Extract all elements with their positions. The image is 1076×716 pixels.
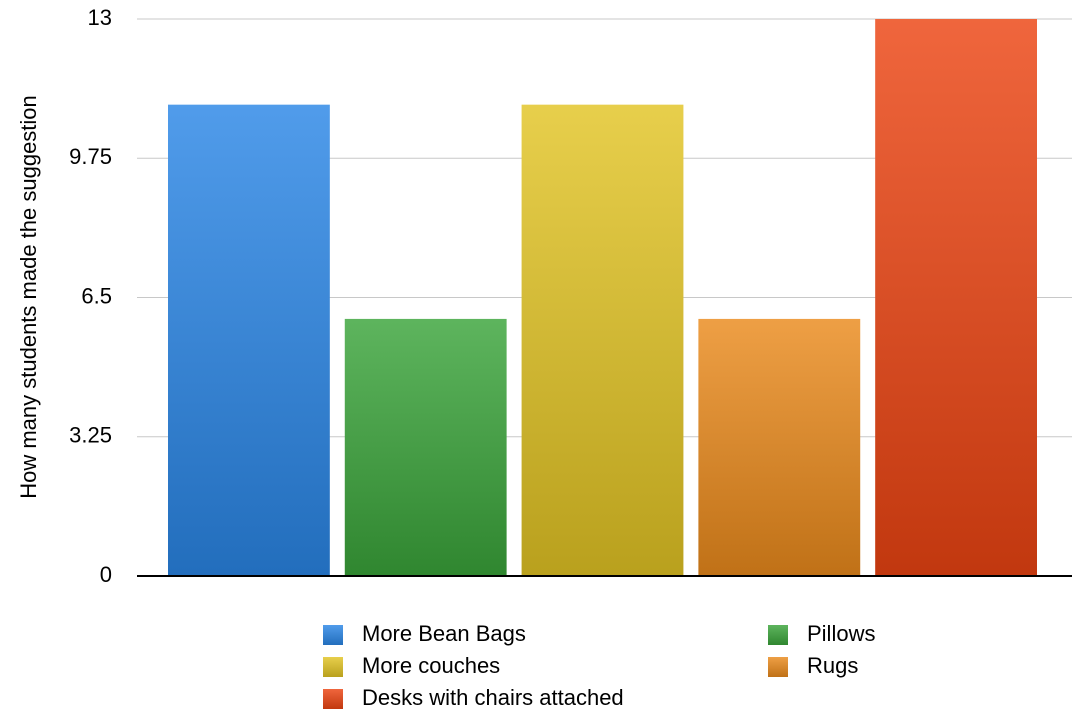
bar-shade bbox=[168, 104, 330, 576]
y-tick-label: 6.5 bbox=[81, 283, 112, 308]
legend-swatch-shade bbox=[323, 657, 343, 677]
legend-swatch-shade bbox=[323, 625, 343, 645]
bar-shade bbox=[521, 104, 684, 576]
y-tick-label: 3.25 bbox=[69, 423, 112, 448]
legend-label: More couches bbox=[362, 653, 500, 678]
legend-label: Rugs bbox=[807, 653, 858, 678]
legend-swatch-shade bbox=[768, 625, 788, 645]
legend-label: More Bean Bags bbox=[362, 621, 526, 646]
bar-shade bbox=[344, 318, 507, 576]
y-tick-label: 13 bbox=[88, 5, 112, 30]
legend-swatch-shade bbox=[323, 689, 343, 709]
legend-label: Pillows bbox=[807, 621, 875, 646]
y-axis-label: How many students made the suggestion bbox=[16, 95, 41, 499]
y-tick-label: 0 bbox=[100, 562, 112, 587]
legend-label: Desks with chairs attached bbox=[362, 685, 624, 710]
bar-shade bbox=[698, 318, 861, 576]
bar-shade bbox=[875, 19, 1037, 576]
legend-swatch-shade bbox=[768, 657, 788, 677]
y-tick-label: 9.75 bbox=[69, 144, 112, 169]
